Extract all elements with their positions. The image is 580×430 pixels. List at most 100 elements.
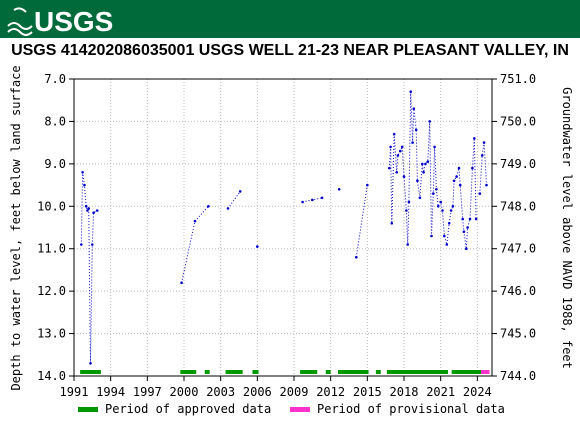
usgs-logo-text: USGS (34, 6, 113, 36)
data-point (473, 137, 476, 140)
y2-tick-label: 748.0 (500, 199, 536, 213)
series-points (80, 90, 488, 365)
data-point (87, 207, 90, 210)
y2-axis-ticks: 751.0 750.0 749.0 748.0 747.0 746.0 745.0 744.0 (492, 72, 536, 383)
data-point (320, 196, 324, 200)
data-point (432, 192, 435, 195)
legend-label: Period of provisional data (317, 402, 505, 416)
y-tick-label: 9.0 (44, 157, 66, 171)
approved-period-bar (375, 370, 381, 374)
data-point (482, 141, 486, 144)
data-point (443, 234, 446, 238)
approved-period-bar (225, 370, 243, 374)
x-tick-label: 2000 (170, 385, 199, 399)
data-point (485, 183, 488, 187)
data-point (405, 209, 408, 212)
data-point (400, 145, 404, 149)
x-tick-label: 2012 (316, 385, 345, 399)
data-point (180, 281, 183, 285)
data-point (447, 222, 451, 225)
y2-tick-label: 746.0 (500, 284, 536, 298)
y-tick-label: 7.0 (44, 72, 66, 86)
data-point (452, 179, 456, 183)
data-point (409, 90, 413, 93)
data-point (439, 200, 443, 204)
data-point (92, 211, 95, 214)
data-point (406, 243, 410, 246)
approved-period-bar (451, 370, 481, 374)
plot-frame (73, 78, 493, 377)
chart-title: USGS 414202086035001 USGS WELL 21-23 NEA… (11, 42, 569, 59)
usgs-header-bar: USGS (0, 0, 580, 38)
data-point (301, 200, 304, 204)
approved-period-bar (300, 370, 318, 374)
y2-tick-label: 749.0 (500, 157, 536, 171)
legend-swatch (78, 407, 98, 412)
x-tick-label: 2021 (426, 385, 455, 399)
series-lines (80, 91, 487, 364)
data-point (445, 243, 449, 246)
y-tick-label: 14.0 (37, 369, 66, 383)
data-point (412, 107, 416, 110)
series-dotted-line (479, 142, 487, 194)
data-point (396, 154, 400, 157)
data-point (424, 162, 427, 166)
approved-period-bar (80, 370, 101, 374)
data-point (428, 120, 432, 123)
y-axis-ticks: 7.0 8.0 9.0 10.0 11.0 12.0 13.0 14.0 (37, 72, 74, 383)
data-point (433, 145, 436, 149)
data-point (80, 243, 83, 246)
data-point (449, 209, 453, 212)
data-point (474, 217, 478, 221)
data-point (457, 166, 461, 170)
data-point (89, 362, 92, 365)
data-point (407, 200, 411, 204)
data-point (422, 171, 425, 174)
approved-period-bar (204, 370, 210, 374)
data-point (414, 128, 418, 132)
data-point (84, 205, 88, 208)
y2-tick-label: 745.0 (500, 327, 536, 341)
data-point (441, 209, 444, 212)
x-tick-label: 2003 (206, 385, 235, 399)
approved-period-bar (325, 370, 331, 374)
usgs-logo: USGS (7, 6, 113, 36)
y2-axis-title: Groundwater level above NAVD 1988, feet (560, 87, 574, 369)
series-dotted-line (181, 205, 209, 283)
data-point (455, 175, 458, 178)
x-tick-label: 2009 (280, 385, 309, 399)
data-point (435, 188, 438, 191)
data-point (355, 255, 358, 259)
series-dotted-line (80, 172, 98, 364)
data-point (468, 217, 472, 221)
y-tick-label: 12.0 (37, 284, 66, 298)
data-point (436, 205, 440, 208)
y2-tick-label: 750.0 (500, 114, 536, 128)
data-point (451, 205, 455, 208)
data-point (91, 243, 94, 246)
data-period-bars (80, 370, 490, 374)
data-point (418, 196, 422, 200)
data-point (388, 166, 391, 170)
data-point (81, 171, 84, 174)
data-point (207, 205, 210, 208)
data-point (466, 226, 469, 229)
y-tick-label: 8.0 (44, 114, 66, 128)
approved-period-bar (338, 370, 369, 374)
y2-tick-label: 751.0 (500, 72, 536, 86)
data-point (462, 230, 466, 233)
x-tick-label: 1997 (133, 385, 162, 399)
data-point (458, 183, 462, 187)
x-tick-label: 1991 (60, 385, 89, 399)
data-point (421, 162, 424, 166)
data-point (480, 154, 484, 157)
x-tick-label: 1994 (96, 385, 125, 399)
x-axis-ticks: 1991 1994 1997 2000 2003 2006 2009 2012 2015 2018… (60, 376, 492, 399)
legend-label: Period of approved data (105, 402, 271, 416)
y-tick-label: 13.0 (37, 327, 66, 341)
legend: Period of approved data Period of provisi… (78, 402, 505, 416)
series-dotted-line (388, 91, 477, 249)
data-point (311, 198, 314, 202)
data-point (366, 183, 369, 187)
data-point (255, 245, 259, 248)
